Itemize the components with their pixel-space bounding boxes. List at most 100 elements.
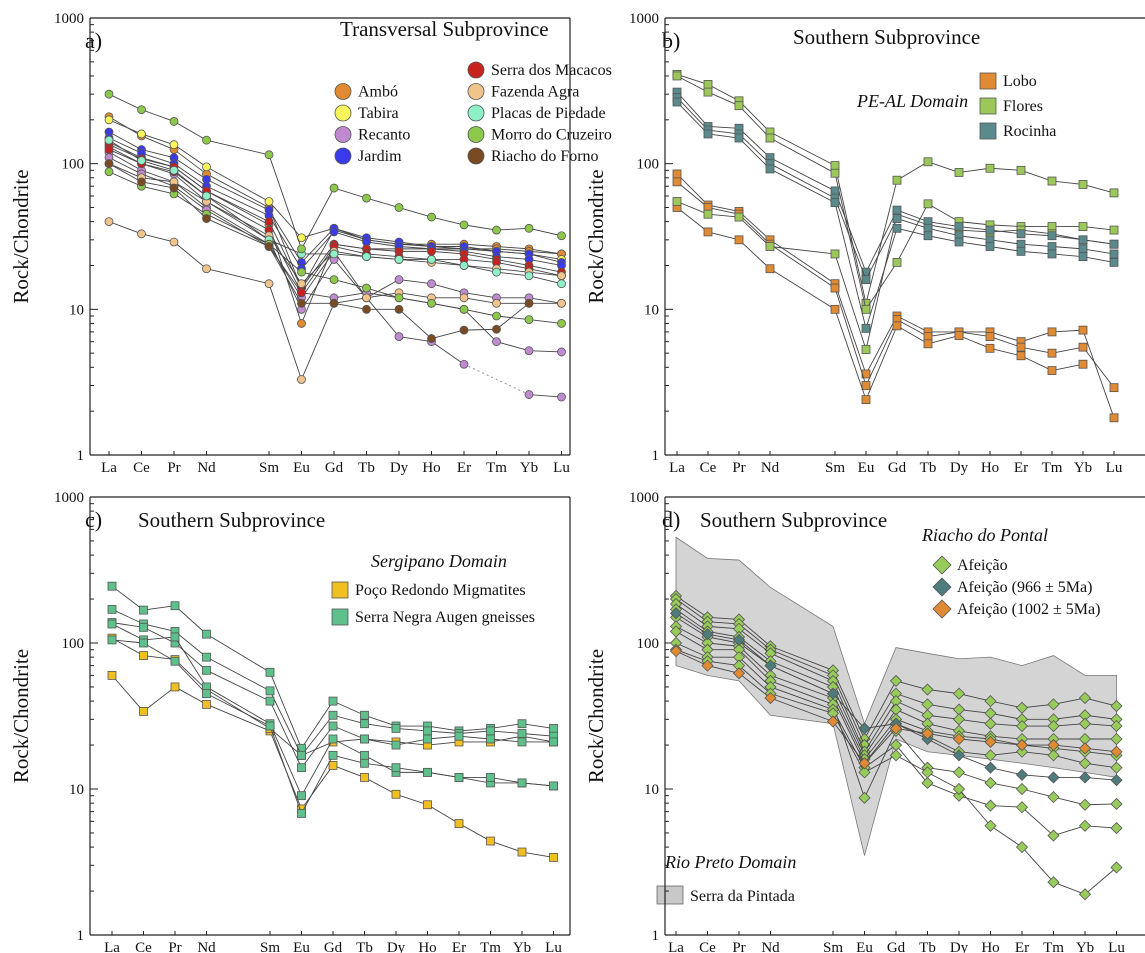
data-point: [137, 156, 146, 165]
series-line-segment: [770, 674, 834, 699]
data-point: [137, 105, 146, 115]
series-line-segment: [864, 709, 897, 756]
series-line-segment: [958, 771, 991, 784]
x-tick-label: Nd: [761, 460, 780, 476]
series-line-segment: [521, 723, 554, 729]
series-6: [672, 87, 1119, 277]
data-point: [858, 722, 871, 735]
series-line-segment: [707, 133, 740, 139]
data-point: [329, 275, 339, 284]
data-point: [1109, 188, 1119, 198]
data-point: [104, 167, 114, 177]
data-point: [861, 304, 871, 314]
data-point: [1110, 732, 1123, 746]
series-line-segment: [173, 169, 207, 197]
y-tick-label: 1: [77, 928, 85, 944]
data-point: [264, 150, 274, 160]
series-line-segment: [707, 84, 740, 102]
series-line-segment: [496, 246, 530, 250]
legend-label: Riacho do Forno: [491, 148, 599, 165]
data-point: [830, 168, 840, 178]
data-point: [557, 298, 566, 308]
data-point: [202, 652, 211, 662]
data-point: [1016, 342, 1026, 352]
data-point: [391, 740, 401, 750]
data-point: [297, 750, 306, 760]
series-line-segment: [832, 693, 865, 729]
series-line-segment: [366, 197, 400, 208]
series-line-segment: [490, 776, 523, 784]
series-line-segment: [834, 173, 867, 310]
data-point: [524, 390, 534, 399]
series-10: [669, 645, 1123, 770]
series-line-segment: [173, 241, 207, 270]
data-point: [492, 324, 501, 334]
series-line-segment: [738, 133, 771, 164]
y-tick-label: 1: [77, 448, 85, 464]
data-point: [517, 737, 527, 747]
series-8: [672, 97, 1119, 333]
x-tick-label: Lu: [1108, 940, 1125, 953]
data-point: [701, 659, 714, 672]
series-line-segment: [458, 727, 491, 732]
series-line-segment: [173, 187, 207, 219]
data-point: [1047, 176, 1057, 186]
data-point: [169, 117, 179, 126]
legend-label: Placas de Piedade: [491, 105, 606, 122]
series-line-segment: [301, 259, 335, 310]
x-tick-label: Eu: [293, 460, 310, 476]
x-tick-label: Eu: [856, 940, 873, 953]
series-line-segment: [108, 151, 142, 171]
x-tick-label: Er: [1015, 940, 1029, 953]
series-line-segment: [206, 693, 271, 727]
series-line-segment: [958, 167, 991, 173]
data-point: [492, 267, 501, 277]
data-point: [1015, 841, 1029, 854]
series-line-segment: [463, 363, 530, 395]
data-point: [984, 799, 997, 812]
series-line-segment: [895, 709, 928, 725]
data-point: [549, 853, 558, 862]
data-point: [669, 607, 683, 620]
series-line-segment: [1051, 180, 1084, 185]
series-line-segment: [301, 227, 335, 263]
data-point: [104, 89, 114, 99]
series-line-segment: [1021, 846, 1054, 883]
series-line-segment: [521, 733, 554, 737]
data-point: [923, 223, 933, 233]
x-tick-label: Dy: [387, 940, 406, 953]
data-point: [265, 721, 275, 731]
data-point: [1078, 252, 1088, 262]
data-point: [1078, 235, 1088, 245]
data-point: [954, 331, 964, 341]
series-line-segment: [364, 723, 397, 729]
data-point: [1016, 351, 1026, 361]
data-point: [557, 231, 566, 241]
series-line-segment: [301, 187, 335, 250]
data-point: [427, 334, 436, 343]
legend-marker: [467, 147, 485, 165]
panel-b-plot: 1 10 100 1000 Rock/Chondrite La Ce Pr Nd Sm Eu Gd Tb…: [584, 11, 1145, 476]
series-6: [107, 635, 558, 818]
data-point: [360, 710, 369, 720]
data-point: [459, 220, 469, 230]
series-line-segment: [463, 265, 497, 273]
y-axis-label: Rock/Chondrite: [584, 649, 608, 783]
series-line-segment: [463, 243, 497, 247]
data-point: [360, 719, 369, 729]
legend-label: Flores: [1003, 98, 1043, 115]
data-point: [923, 332, 933, 341]
data-point: [265, 696, 275, 706]
data-point: [701, 628, 714, 641]
series-line-segment: [333, 302, 367, 310]
series-15: [104, 159, 534, 343]
data-point: [984, 695, 997, 708]
series-line-segment: [989, 246, 1022, 252]
series-line-segment: [141, 133, 175, 146]
data-point: [1109, 239, 1119, 249]
series-line-segment: [143, 605, 176, 611]
series-line-segment: [958, 730, 991, 737]
panel-a-plot: 1 10 100 1000 Rock/Chondrite La Ce Pr Nd Sm Eu Gd Tb…: [9, 11, 571, 476]
series-line-segment: [458, 730, 491, 734]
data-point: [107, 635, 117, 645]
